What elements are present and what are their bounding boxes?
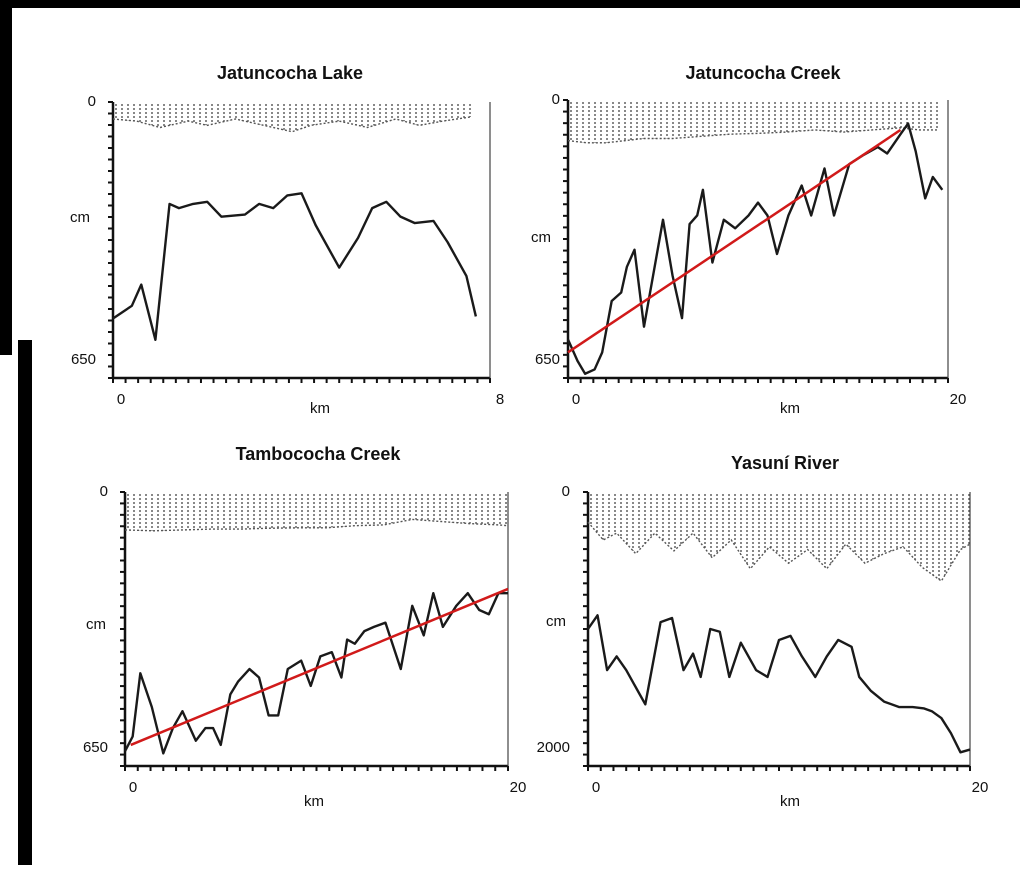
x-tick-label: 8 (496, 391, 504, 408)
x-axis-label: km (780, 793, 800, 810)
frame-left-border-lower (18, 340, 32, 865)
x-tick-label: 20 (510, 779, 527, 796)
chart-panel-3: Tambococha Creek 0 650 0 20 cm km (83, 444, 526, 810)
depth-series-line (587, 614, 971, 754)
y-tick-label: 0 (562, 483, 570, 500)
chart-panel-2: Jatuncocha Creek 0 650 0 20 cm km (531, 63, 966, 417)
y-axis-label: cm (531, 229, 551, 246)
depth-series-line (566, 122, 944, 375)
y-axis-label: cm (546, 613, 566, 630)
y-tick-label: 0 (88, 93, 96, 110)
depth-series-line (123, 591, 508, 755)
chart-panel-4: Yasuní River 0 2000 0 20 cm km (537, 453, 989, 810)
surface-series-line (124, 518, 509, 532)
x-tick-label: 0 (592, 779, 600, 796)
x-axis-label: km (304, 793, 324, 810)
frame-left-border-upper (0, 0, 12, 355)
surface-series-line (112, 116, 472, 133)
x-tick-label: 0 (572, 391, 580, 408)
x-tick-label: 20 (972, 779, 989, 796)
x-axis-label: km (310, 400, 330, 417)
y-tick-label: 650 (71, 351, 96, 368)
y-tick-label: 650 (535, 351, 560, 368)
trend-line (130, 587, 509, 747)
chart-panel-1: Jatuncocha Lake 0 650 0 8 cm km (70, 63, 504, 417)
y-axis-label: cm (86, 616, 106, 633)
x-axis-label: km (780, 400, 800, 417)
y-axis-label: cm (70, 209, 90, 226)
depth-series-line (112, 192, 478, 341)
x-tick-label: 0 (117, 391, 125, 408)
x-tick-label: 20 (950, 391, 967, 408)
chart-title: Jatuncocha Lake (217, 63, 363, 83)
trend-line (567, 128, 902, 354)
y-tick-label: 0 (100, 483, 108, 500)
y-tick-label: 650 (83, 739, 108, 756)
surface-series-line (587, 521, 971, 583)
surface-series-line (567, 127, 939, 144)
chart-title: Yasuní River (731, 453, 839, 473)
x-tick-label: 0 (129, 779, 137, 796)
y-tick-label: 2000 (537, 739, 570, 756)
y-tick-label: 0 (552, 91, 560, 108)
chart-title: Tambococha Creek (236, 444, 402, 464)
chart-title: Jatuncocha Creek (685, 63, 841, 83)
frame-top-border (0, 0, 1020, 8)
